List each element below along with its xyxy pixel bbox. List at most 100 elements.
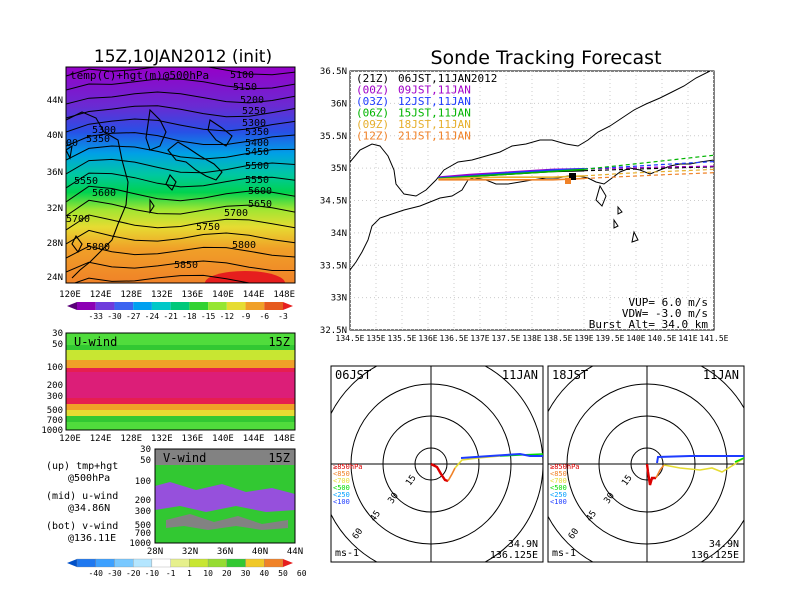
pressure-tick-label: 500: [47, 406, 63, 416]
legend-run-label: 21JST,11JAN: [398, 130, 471, 143]
sonde-track-descent: [583, 168, 714, 177]
legend-run-label: 12JST,11JAN: [398, 95, 471, 108]
hodograph-date: 11JAN: [502, 368, 538, 382]
height-contour: [66, 214, 295, 231]
lon-tick-label: 144E: [243, 434, 265, 444]
legend-run-label: 15JST,11JAN: [398, 107, 471, 120]
v-wind-time: 15Z: [268, 451, 290, 465]
legend-run-tag: (00Z): [356, 84, 389, 97]
track-lon-ticks: 134.5E 135E 135.5E 136E 136.5E 137E 137.5E 138E…: [336, 334, 729, 343]
u-wind-time: 15Z: [268, 335, 290, 349]
map-lat-ticks: 44N 40N 36N 32N 28N 24N: [47, 96, 63, 283]
colorbar-label: 10: [203, 569, 213, 578]
sonde-tracks: [438, 154, 714, 181]
height-contour: [66, 260, 295, 273]
contour-label: 5800: [232, 240, 256, 251]
pressure-tick-label: 700: [135, 529, 151, 539]
contour-label: 5850: [174, 260, 198, 271]
level-legend-item: <250: [333, 491, 350, 499]
colorbar-swatch: [151, 302, 171, 310]
hodograph-trace: [734, 457, 744, 463]
u-wind-field: [66, 333, 295, 430]
legend-up-line1: (up) tmp+hgt: [46, 461, 118, 472]
lat-tick-label: 40N: [252, 547, 268, 557]
legend-up-line2: @500hPa: [68, 473, 110, 484]
lat-tick-label: 36.5N: [320, 67, 347, 77]
lat-tick-label: 33N: [331, 294, 347, 304]
lat-tick-label: 36N: [47, 168, 63, 178]
hodograph-trace: [447, 467, 456, 482]
level-legend-item: ≥850hPa: [550, 463, 580, 471]
colorbar-swatch: [264, 558, 284, 568]
hodograph-time: 18JST: [552, 368, 588, 382]
param-vdw: VDW= -3.0 m/s: [622, 307, 708, 320]
param-vup: VUP= 6.0 m/s: [629, 296, 708, 309]
hodograph-lon: 136.125E: [691, 550, 739, 561]
lon-tick-label: 139.5E: [596, 334, 625, 343]
contour-label: 5400: [245, 138, 269, 149]
lon-tick-label: 138E: [522, 334, 541, 343]
legend-run-tag: (09Z): [356, 118, 389, 131]
contour-label: 5650: [248, 199, 272, 210]
height-contour: [66, 245, 295, 259]
colorbar-label: -6: [259, 312, 269, 321]
lat-tick-label: 44N: [47, 96, 63, 106]
pressure-tick-label: 700: [47, 416, 63, 426]
sonde-track-descent: [583, 154, 714, 170]
colorbar-label: 30: [241, 569, 251, 578]
colorbar-swatch: [245, 558, 265, 568]
sonde-track-ascent: [438, 175, 585, 180]
colorbar-arrow-left: [67, 302, 77, 310]
map-frame: [65, 66, 296, 284]
pressure-tick-label: 100: [135, 477, 151, 487]
level-legend-item: <700: [550, 477, 567, 485]
colorbar-swatch: [133, 558, 153, 568]
lon-tick-label: 141.5E: [700, 334, 729, 343]
lat-tick-label: 34N: [331, 229, 347, 239]
coastline: [66, 108, 233, 279]
contour-label: 5600: [92, 188, 116, 199]
colorbar-arrow-right: [283, 559, 293, 567]
colorbar-swatch: [207, 558, 227, 568]
lat-tick-label: 33.5N: [320, 261, 347, 271]
colorbar-arrow-left: [67, 559, 77, 567]
contour-label: 5800: [86, 242, 110, 253]
track-legend: (21Z) 06JST,11JAN2012 (00Z) 09JST,11JAN (03Z…: [356, 72, 497, 143]
lon-tick-label: 135E: [366, 334, 385, 343]
u-wind-lon-ticks: 120E 124E 128E 132E 136E 140E 144E 148E: [59, 434, 295, 444]
u-wind-frame: [65, 332, 296, 431]
colorbar-swatch: [151, 558, 171, 568]
lat-tick-label: 32N: [182, 547, 198, 557]
colorbar-swatch: [133, 302, 152, 310]
colorbar-swatch: [114, 558, 134, 568]
hodograph-units: ms-1: [552, 548, 576, 559]
lon-tick-label: 140.5E: [648, 334, 677, 343]
sonde-track-descent: [583, 165, 714, 170]
legend-mid-line2: @34.86N: [68, 503, 110, 514]
lon-tick-label: 136E: [418, 334, 437, 343]
lat-tick-label: 24N: [47, 273, 63, 283]
height-contour: [66, 145, 295, 161]
colorbar-swatch: [95, 302, 115, 310]
v-wind-field: [155, 449, 295, 543]
legend-mid-line1: (mid) u-wind: [46, 491, 118, 502]
colorbar-swatch: [245, 302, 265, 310]
lon-tick-label: 134.5E: [336, 334, 365, 343]
contour-label: 5300: [242, 118, 266, 129]
wind-colorbar: -40 -30 -20 -10 -1 1 10 20 30 40 50 60: [67, 558, 307, 578]
colorbar-swatch: [189, 558, 209, 568]
lat-tick-label: 28N: [147, 547, 163, 557]
pressure-tick-label: 30: [140, 445, 151, 455]
contour-label: 5500: [245, 161, 269, 172]
lat-tick-label: 36N: [331, 99, 347, 109]
height-contour: [66, 172, 295, 189]
hodograph-trace: [656, 455, 744, 464]
lat-tick-label: 36N: [217, 547, 233, 557]
lat-tick-label: 35.5N: [320, 132, 347, 142]
sonde-track-descent: [583, 166, 714, 172]
